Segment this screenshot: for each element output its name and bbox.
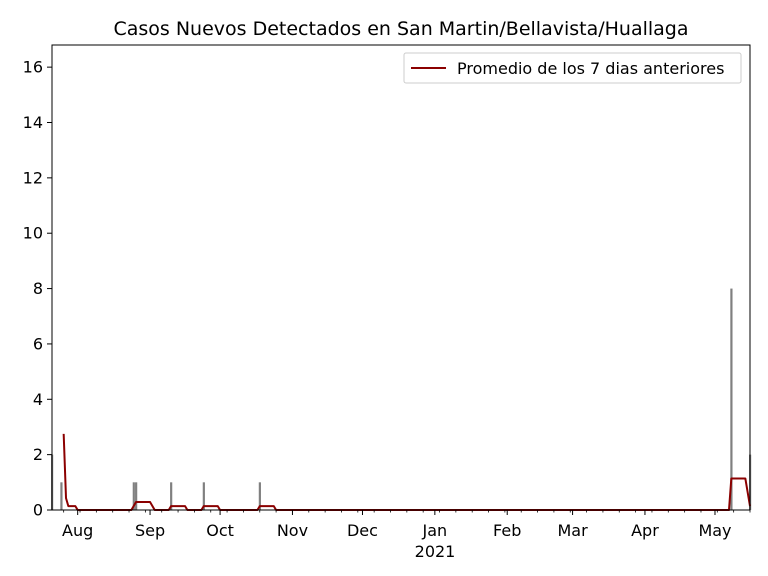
y-tick-label: 0 (33, 501, 43, 520)
bar (60, 482, 63, 510)
x-tick-label: Feb (493, 521, 521, 540)
x-tick-label: Jan (422, 521, 448, 540)
bar (258, 482, 261, 510)
x-tick-label: Mar (557, 521, 588, 540)
y-tick-label: 2 (33, 445, 43, 464)
legend: Promedio de los 7 dias anteriores (403, 52, 742, 84)
bar (202, 482, 205, 510)
legend-label: Promedio de los 7 dias anteriores (457, 59, 724, 78)
plot-frame (51, 44, 751, 511)
y-tick-label: 6 (33, 334, 43, 353)
x-tick-label: Sep (135, 521, 165, 540)
y-axis: 0 2 4 6 8 10 12 14 16 (23, 58, 52, 520)
x-axis: Aug Sep Oct Nov Dec Jan Feb Mar Apr May (62, 510, 751, 540)
chart-title: Casos Nuevos Detectados en San Martin/Be… (113, 18, 688, 40)
y-tick-label: 14 (23, 113, 43, 132)
y-tick-label: 8 (33, 279, 43, 298)
x-tick-label: Oct (206, 521, 234, 540)
x-tick-label: Aug (62, 521, 93, 540)
x-tick-label: Apr (631, 521, 659, 540)
x-tick-label: Nov (277, 521, 308, 540)
y-tick-label: 4 (33, 390, 43, 409)
bar (135, 482, 138, 510)
bar (132, 482, 135, 510)
x-tick-label: May (698, 521, 731, 540)
y-tick-label: 10 (23, 224, 43, 243)
y-tick-label: 16 (23, 58, 43, 77)
x-year-label: 2021 (415, 542, 456, 561)
bar (730, 288, 733, 510)
bar (170, 482, 173, 510)
y-tick-label: 12 (23, 168, 43, 187)
x-tick-label: Dec (347, 521, 378, 540)
legend-box (403, 52, 742, 84)
